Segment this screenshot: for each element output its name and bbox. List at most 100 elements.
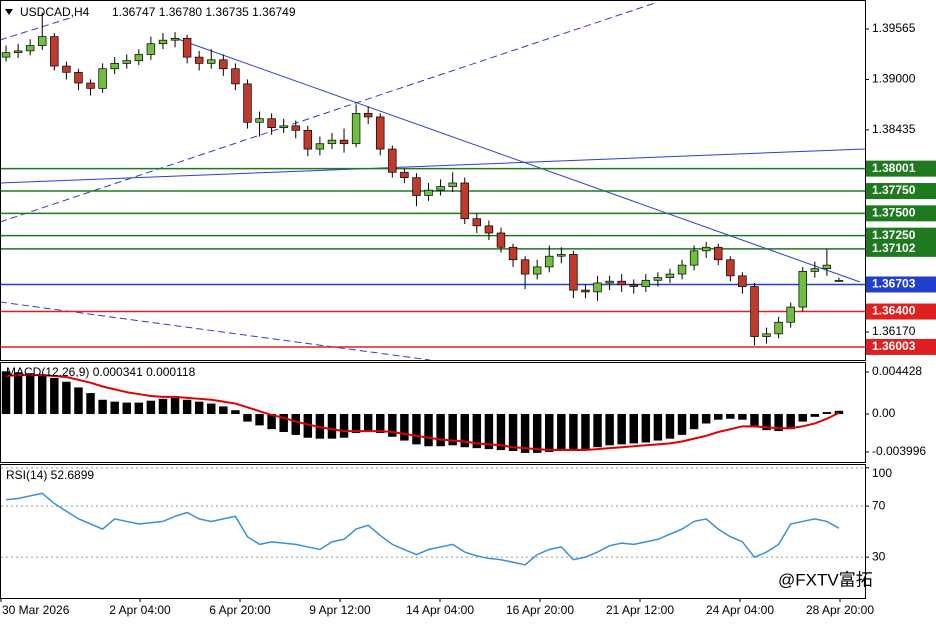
candle-body — [834, 280, 844, 282]
level-label-box — [866, 303, 936, 320]
x-tick-label: 2 Apr 04:00 — [109, 603, 171, 617]
candle-body — [194, 56, 204, 64]
macd-bar — [170, 397, 180, 414]
macd-bar — [25, 373, 35, 414]
menu-arrow[interactable] — [5, 9, 13, 15]
candle-body — [146, 43, 156, 55]
candle-body — [219, 59, 228, 70]
macd-bar — [738, 413, 747, 420]
macd-bar — [701, 413, 711, 424]
y-tick-label: 30 — [872, 549, 886, 563]
y-tick-label: 100 — [872, 466, 892, 480]
candle-body — [520, 259, 530, 275]
candle-body — [98, 68, 107, 89]
macd-bar — [13, 372, 23, 414]
candle-body — [255, 118, 264, 123]
candle-body — [134, 54, 144, 62]
macd-bar — [677, 413, 687, 435]
macd-bar — [231, 410, 240, 414]
trend-line — [174, 37, 861, 283]
macd-bar — [194, 401, 204, 414]
candle-body — [291, 125, 300, 131]
candle-body — [279, 125, 288, 128]
candle-body — [665, 273, 675, 278]
candle-body — [762, 333, 771, 337]
level-label: 1.37500 — [872, 206, 916, 220]
macd-bar — [750, 413, 759, 428]
level-label: 1.37750 — [872, 183, 916, 197]
candle-body — [460, 182, 469, 220]
macd-bar — [424, 413, 433, 447]
macd-bar — [714, 413, 723, 420]
price-panel-frame — [0, 0, 866, 361]
macd-bar — [726, 413, 735, 419]
trend-line — [0, 2, 656, 223]
macd-bar — [219, 406, 228, 414]
macd-bar — [557, 413, 566, 451]
macd-bar — [412, 413, 421, 445]
candle-body — [170, 38, 180, 41]
macd-bar — [665, 413, 675, 439]
macd-bar — [1, 371, 11, 414]
macd-bar — [363, 413, 373, 432]
macd-bar — [569, 413, 578, 451]
candle-body — [315, 143, 325, 150]
candle-body — [303, 129, 313, 150]
rsi-title: RSI(14) 52.6899 — [6, 468, 94, 482]
macd-bar — [303, 413, 313, 438]
candle-body — [508, 246, 518, 261]
candle-body — [484, 225, 494, 234]
macd-bar — [774, 413, 783, 432]
macd-bar — [291, 413, 300, 435]
macd-bar — [448, 413, 457, 446]
candle-body — [689, 250, 699, 266]
symbol: USDCAD,H4 — [20, 5, 90, 19]
candle-body — [50, 36, 59, 67]
y-tick-label: 1.38435 — [872, 122, 916, 136]
plot-layer: 1.39565 1.39000 1.38435 1.36170 1.38001 1.377… — [0, 12, 936, 617]
candle-body — [545, 255, 554, 268]
candle-body — [593, 282, 602, 293]
macd-bar — [786, 413, 795, 430]
candle-body — [243, 83, 252, 123]
macd-bar — [532, 413, 542, 453]
x-tick-label: 6 Apr 20:00 — [209, 603, 271, 617]
candle-body — [641, 279, 651, 287]
macd-bar — [207, 403, 216, 414]
candle-body — [158, 39, 168, 45]
level-label: 1.38001 — [872, 161, 916, 175]
trend-line — [0, 17, 71, 41]
candle-body — [786, 306, 795, 323]
y-tick-label: 1.39000 — [872, 72, 916, 86]
macd-bar — [243, 413, 252, 422]
candle-body — [677, 264, 687, 275]
macd-bar — [279, 413, 288, 433]
x-tick-label: 9 Apr 12:00 — [309, 603, 371, 617]
macd-bar — [62, 381, 71, 414]
watermark: @FXTV富拓 — [778, 570, 873, 589]
level-label-box — [866, 227, 936, 244]
macd-bar — [122, 402, 131, 414]
candle-body — [412, 177, 421, 196]
macd-bar — [255, 413, 264, 426]
y-tick-label: 0.00 — [872, 406, 896, 420]
candle-body — [436, 186, 445, 191]
signal-line — [5, 374, 840, 452]
candle-body — [86, 82, 95, 89]
rsi-panel-frame — [0, 464, 866, 599]
macd-bar — [376, 413, 385, 433]
macd-bar — [327, 413, 337, 439]
macd-bar — [86, 393, 95, 414]
candle-body — [38, 36, 47, 46]
level-label: 1.36400 — [872, 304, 916, 318]
candle-body — [110, 63, 119, 70]
macd-bar — [762, 413, 771, 431]
candle-body — [339, 139, 349, 145]
candle-body — [231, 68, 240, 85]
level-label-box — [866, 205, 936, 222]
macd-bar — [593, 413, 602, 448]
level-label-box — [866, 183, 936, 200]
macd-bar — [460, 413, 469, 448]
macd-bar — [146, 400, 156, 414]
candle-body — [629, 284, 638, 287]
